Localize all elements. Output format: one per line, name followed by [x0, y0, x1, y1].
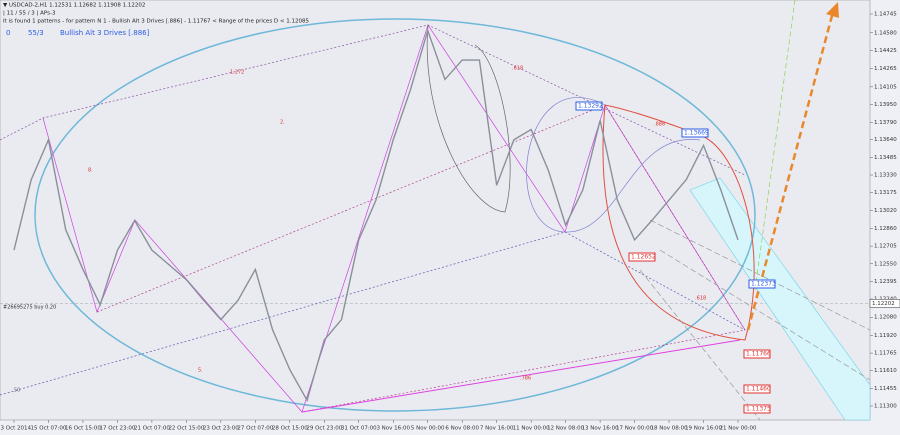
pattern-count: 55/3 — [28, 29, 44, 37]
y-tick-label: 1.14580 — [874, 30, 897, 36]
x-tick-label: 12 Nov 08:00 — [547, 426, 585, 432]
x-tick-label: 31 Oct 07:00 — [341, 426, 377, 432]
fib-line — [659, 249, 871, 381]
ratio-label: 8. — [88, 168, 93, 174]
ratio-label: .786 — [520, 376, 531, 382]
y-tick-label: 1.11610 — [874, 368, 897, 374]
y-tick-label: 1.12395 — [874, 279, 897, 285]
x-tick-label: 17 Nov 00:00 — [616, 426, 654, 432]
pattern-name: Bullish Alt 3 Drives [.886] — [60, 29, 150, 37]
y-tick-label: 1.13330 — [874, 173, 897, 179]
price-plot — [13, 28, 739, 403]
ratio-label: .618 — [512, 66, 523, 72]
x-tick-label: 18 Nov 08:00 — [651, 426, 689, 432]
price-box — [743, 349, 771, 359]
ratio-label: 5. — [198, 368, 203, 374]
x-tick-label: 7 Nov 16:00 — [480, 426, 514, 432]
curve — [426, 24, 511, 213]
price-box — [575, 101, 603, 111]
y-tick-label: 1.14265 — [874, 66, 897, 72]
x-tick-label: 16 Oct 15:00 — [65, 426, 101, 432]
y-tick-label: 1.11920 — [874, 333, 897, 339]
dotted-line — [96, 104, 746, 413]
pattern-index: 0 — [6, 29, 10, 37]
y-tick-label: 1.13020 — [874, 208, 897, 214]
price-box-label: 1.13292 — [578, 103, 603, 110]
ratio-label: 50 — [14, 388, 20, 394]
price-box — [628, 252, 656, 262]
price-box-label: 1.11766 — [746, 351, 771, 358]
x-tick-label: 6 Nov 08:00 — [445, 426, 479, 432]
arrow-head — [826, 2, 839, 18]
y-tick-label: 1.12860 — [874, 226, 897, 232]
current-price-tag — [869, 299, 900, 308]
y-tick-label: 1.14745 — [874, 11, 897, 17]
x-tick-label: 13 Nov 16:00 — [582, 426, 620, 432]
dotted-line — [0, 24, 746, 176]
price-box-label: 1.12373 — [751, 281, 776, 288]
price-box — [743, 384, 771, 394]
x-tick-label: 21 Oct 07:00 — [134, 426, 170, 432]
ellipse — [34, 18, 756, 412]
y-tick-label: 1.13175 — [874, 190, 897, 196]
x-tick-label: 21 Nov 00:00 — [719, 426, 757, 432]
x-tick-label: 13 Oct 2014 — [0, 426, 31, 432]
x-tick-label: 23 Oct 23:00 — [203, 426, 239, 432]
price-box — [743, 404, 771, 414]
ratio-label: .886 — [654, 122, 665, 128]
x-tick-label: 17 Oct 23:00 — [99, 426, 135, 432]
fib-line — [649, 219, 871, 331]
x-tick-label: 5 Nov 00:00 — [411, 426, 445, 432]
price-box-label: 1.13669 — [684, 130, 709, 137]
x-tick-label: 11 Nov 00:00 — [513, 426, 551, 432]
y-tick-label: 1.14425 — [874, 48, 897, 54]
header-line: | 11 / 55 / 3 | APs-3 — [3, 11, 56, 17]
projection — [754, 0, 796, 291]
header-line: ▼ USDCAD-2,H1 1.12531 1.12682 1.11908 1.… — [3, 3, 145, 9]
ratio-label: .618 — [695, 296, 706, 302]
y-tick-label: 1.13640 — [874, 137, 897, 143]
x-tick-label: 22 Oct 15:00 — [168, 426, 204, 432]
y-tick-label: 1.12705 — [874, 244, 897, 250]
x-tick-label: 15 Oct 07:00 — [31, 426, 67, 432]
price-box-label: 1.12652 — [631, 254, 656, 261]
price-box-label: 1.11460 — [746, 386, 771, 393]
y-tick-label: 1.13950 — [874, 102, 897, 108]
y-tick-label: 1.13485 — [874, 155, 897, 161]
x-tick-label: 29 Oct 23:00 — [306, 426, 342, 432]
current-price-label: 1.12202 — [872, 301, 895, 307]
order-label: #26695275 buy 0.20 — [3, 305, 56, 311]
y-tick-label: 1.14105 — [874, 84, 897, 90]
y-tick-label: 1.12080 — [874, 315, 897, 321]
fib-line — [639, 269, 761, 421]
ratio-label: 1.272 — [230, 70, 244, 76]
ratio-label: 2. — [280, 120, 285, 126]
channel — [689, 177, 871, 421]
price-line — [13, 28, 739, 403]
header: ▼ USDCAD-2,H1 1.12531 1.12682 1.11908 1.… — [3, 3, 310, 38]
y-tick-label: 1.13790 — [874, 120, 897, 126]
header-line: It is found 1 patterns - for pattern N 1… — [3, 19, 310, 25]
annotations: #26695275 buy 0.20 1.13292 1.13669 1.126… — [3, 66, 776, 414]
y-tick-label: 1.12550 — [874, 261, 897, 267]
y-tick-label: 1.11455 — [874, 386, 897, 392]
price-box — [681, 128, 709, 138]
x-tick-label: 27 Oct 07:00 — [237, 426, 273, 432]
y-tick-label: 1.11300 — [874, 404, 897, 410]
x-tick-label: 3 Nov 16:00 — [376, 426, 410, 432]
x-tick-label: 19 Nov 16:00 — [685, 426, 723, 432]
price-box — [748, 279, 776, 289]
x-tick-label: 28 Oct 15:00 — [272, 426, 308, 432]
drive-line — [301, 339, 741, 413]
price-box-label: 1.11375 — [746, 406, 771, 413]
y-tick-label: 1.11765 — [874, 351, 897, 357]
